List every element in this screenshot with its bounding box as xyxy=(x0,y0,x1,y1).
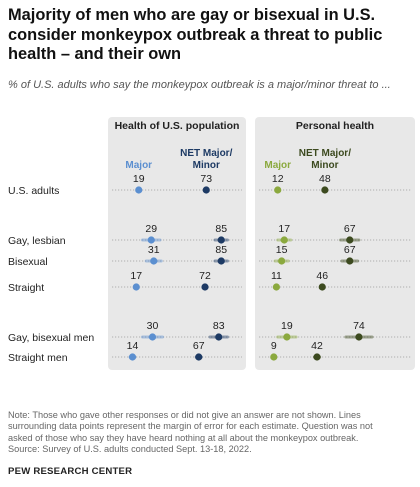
data-label: 48 xyxy=(319,173,331,185)
dot-net xyxy=(195,353,203,361)
data-label: 67 xyxy=(344,223,356,235)
dot-net xyxy=(217,236,225,244)
row-label: Gay, bisexual men xyxy=(8,332,94,344)
dot-net xyxy=(346,257,354,265)
dot-major xyxy=(278,257,286,265)
data-label: 85 xyxy=(215,223,227,235)
legend-label-net-line1: NET Major/ xyxy=(299,148,351,159)
dot-net xyxy=(313,353,321,361)
data-label: 11 xyxy=(271,270,282,282)
source-line: Source: Survey of U.S. adults conducted … xyxy=(8,444,252,455)
dot-plot-chart: Health of U.S. population Major NET Major/… xyxy=(8,117,415,370)
data-label: 29 xyxy=(145,223,157,235)
chart-subtitle: % of U.S. adults who say the monkeypox o… xyxy=(8,79,391,91)
data-label: 46 xyxy=(316,270,328,282)
dot-major xyxy=(283,333,291,341)
dot-major xyxy=(274,186,282,194)
dot-net xyxy=(318,283,326,291)
data-label: 73 xyxy=(200,173,212,185)
data-label: 85 xyxy=(215,244,227,256)
data-label: 74 xyxy=(353,320,365,332)
legend-label-net-line1: NET Major/ xyxy=(180,148,232,159)
panel-title: Personal health xyxy=(296,120,374,132)
dot-major xyxy=(272,283,281,291)
chart-title: Majority of men who are gay or bisexual … xyxy=(8,6,383,63)
dot-net xyxy=(346,236,354,244)
panel-title: Health of U.S. population xyxy=(115,120,240,132)
data-label: 67 xyxy=(344,244,356,256)
panel-background xyxy=(108,117,246,370)
row-label: Straight men xyxy=(8,352,68,364)
data-label: 12 xyxy=(272,173,284,185)
dot-major xyxy=(132,283,140,291)
data-label: 19 xyxy=(281,320,293,332)
dot-major xyxy=(148,333,157,341)
data-label: 67 xyxy=(193,340,205,352)
note-line-2: surrounding data points represent the ma… xyxy=(8,421,373,432)
panel-background xyxy=(255,117,415,370)
dot-major xyxy=(270,353,278,361)
dot-major xyxy=(280,236,288,244)
data-label: 9 xyxy=(271,340,277,352)
dot-net xyxy=(355,333,363,341)
dot-net xyxy=(201,283,209,291)
data-label: 17 xyxy=(278,223,290,235)
note-line-3: asked of those who say they have heard n… xyxy=(8,432,359,443)
data-label: 17 xyxy=(130,270,142,282)
dot-net xyxy=(215,333,223,341)
chart-note: Note: Those who gave other responses or … xyxy=(8,410,414,456)
data-label: 72 xyxy=(199,270,211,282)
pew-logo-text: PEW RESEARCH CENTER xyxy=(8,466,133,477)
data-label: 19 xyxy=(133,173,145,185)
data-label: 30 xyxy=(147,320,159,332)
note-line-1: Note: Those who gave other responses or … xyxy=(8,410,361,420)
dot-major xyxy=(147,236,155,244)
data-label: 31 xyxy=(148,244,160,256)
dot-major xyxy=(150,257,158,265)
legend-label-major: Major xyxy=(125,160,152,171)
row-label: Bisexual xyxy=(8,256,48,268)
dot-net xyxy=(321,186,329,194)
dot-net xyxy=(202,186,210,194)
row-label: U.S. adults xyxy=(8,185,59,197)
dot-major xyxy=(135,186,143,194)
row-label: Gay, lesbian xyxy=(8,235,66,247)
data-label: 42 xyxy=(311,340,323,352)
legend-label-net-line2: Minor xyxy=(193,160,220,171)
data-label: 83 xyxy=(213,320,225,332)
dot-net xyxy=(217,257,225,265)
data-label: 15 xyxy=(276,244,288,256)
legend-label-net-line2: Minor xyxy=(311,160,338,171)
data-label: 14 xyxy=(127,340,139,352)
row-label: Straight xyxy=(8,282,44,294)
legend-label-major: Major xyxy=(264,160,291,171)
dot-major xyxy=(128,353,137,361)
